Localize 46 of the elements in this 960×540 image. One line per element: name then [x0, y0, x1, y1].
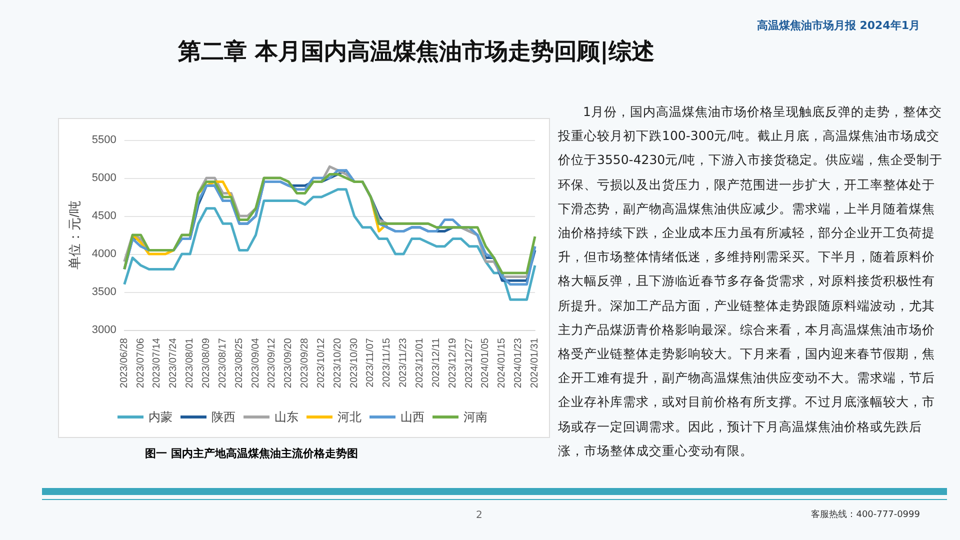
line-series — [123, 188, 536, 301]
y-tick-label: 3500 — [92, 286, 116, 298]
x-tick-label: 2024/01/23 — [513, 338, 524, 388]
x-tick-label: 2023/12/11 — [430, 338, 442, 388]
x-tick-label: 2023/06/28 — [118, 338, 130, 388]
x-tick-label: 2023/07/14 — [152, 338, 163, 388]
x-tick-label: 2023/07/06 — [135, 338, 146, 388]
y-tick-label: 5500 — [92, 134, 116, 146]
text: 客服热线：400-777-0999 — [811, 508, 920, 521]
x-tick-label: 2023/08/09 — [200, 338, 212, 388]
legend-label: 河南 — [464, 410, 488, 424]
x-tick-label: 2023/11/23 — [398, 338, 410, 388]
legend-label: 山东 — [274, 410, 298, 424]
legend-label: 内蒙 — [148, 410, 172, 424]
x-tick-label: 2023/11/07 — [365, 338, 376, 388]
text: 图一 国内主产地高温煤焦油主流价格走势图 — [145, 446, 358, 461]
x-tick-label: 2023/10/12 — [316, 338, 327, 388]
x-tick-label: 2023/08/25 — [234, 338, 245, 388]
y-tick-label: 4000 — [92, 248, 116, 260]
x-tick-label: 2023/09/12 — [266, 338, 278, 388]
text: 2 — [476, 510, 482, 521]
legend-label: 山西 — [400, 410, 424, 424]
legend-label: 河北 — [338, 410, 362, 424]
y-tick-label: 5000 — [92, 172, 116, 184]
legend-label: 陕西 — [212, 410, 236, 424]
x-tick-label: 2024/01/31 — [530, 338, 540, 388]
x-tick-label: 2023/12/01 — [414, 338, 426, 388]
x-tick-label: 2023/10/20 — [332, 338, 344, 388]
x-tick-label: 2023/09/04 — [250, 338, 262, 388]
text: 1月份，国内高温煤焦油市场价格呈现触底反弹的走势，整体交投重心较月初下跌100-300元/吨。截止月底，高温煤焦油市场成交价位于3550-4230元/吨，下游入市接货稳定。供应端，焦企受制于环保、亏损以及出货压力，限产范围进一步扩大，开工率整体处于下滑态势，副产物高温煤焦油供应减少。需求端，上半月随着煤焦油价格持续下跌，企业成本压力虽有所减轻，部分企业开工负荷提升，但市场整体情绪低迷，多维持刚需采买。下半月，随着原料价格大幅反弹，且下游临近春节多存备货需求，对原料接货积极性有所提升。深加工产品方面，产业链整体走势跟随原料端波动，尤其主力产品煤沥青价格影响最深。综合来看，本月高温煤焦油市场价格受产业链整体走势影响较大。下月来看，国内迎来春节假期，焦企开工难有提升，副产物高温煤焦油供应变动不大。需求端，节后企业存补库需求，或对目前价格有所支撑。不过月底涨幅较大，市场或存一定回调需求。因此，预计下月高温煤焦油价格或先跌后涨，市场整体成交重心变动有限。 — [558, 104, 942, 458]
x-tick-label: 2023/07/24 — [168, 338, 180, 388]
x-tick-label: 2023/08/17 — [217, 338, 228, 388]
y-axis-title: 单位：元/吨 — [67, 200, 82, 270]
x-tick-label: 2023/12/19 — [447, 338, 458, 388]
x-tick-label: 2023/09/28 — [300, 338, 311, 388]
x-tick-label: 2023/10/30 — [348, 338, 360, 388]
x-tick-label: 2023/12/27 — [464, 338, 475, 388]
text: 高温煤焦油市场月报 2024年1月 — [756, 18, 920, 33]
x-tick-label: 2024/01/05 — [480, 338, 492, 388]
chart-title: 第二章 本月国内高温煤焦油市场走势回顾|综述 — [178, 38, 654, 67]
x-tick-label: 2024/01/15 — [496, 338, 508, 388]
y-tick-label: 4500 — [92, 210, 116, 222]
x-tick-label: 2023/11/15 — [382, 338, 393, 388]
y-tick-label: 3000 — [92, 324, 116, 336]
x-tick-label: 2023/09/20 — [283, 338, 294, 388]
x-tick-label: 2023/08/01 — [184, 338, 196, 388]
